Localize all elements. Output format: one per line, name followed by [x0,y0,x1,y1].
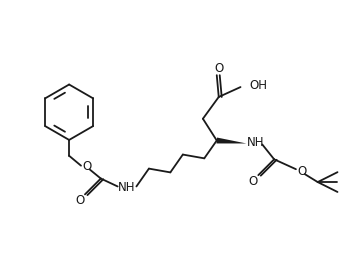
Polygon shape [216,138,246,143]
Text: O: O [249,175,258,188]
Text: NH: NH [247,136,264,149]
Text: O: O [215,62,224,75]
Text: NH: NH [118,181,135,194]
Text: O: O [297,165,307,178]
Text: O: O [75,194,84,207]
Text: OH: OH [250,78,268,92]
Text: O: O [82,160,92,173]
